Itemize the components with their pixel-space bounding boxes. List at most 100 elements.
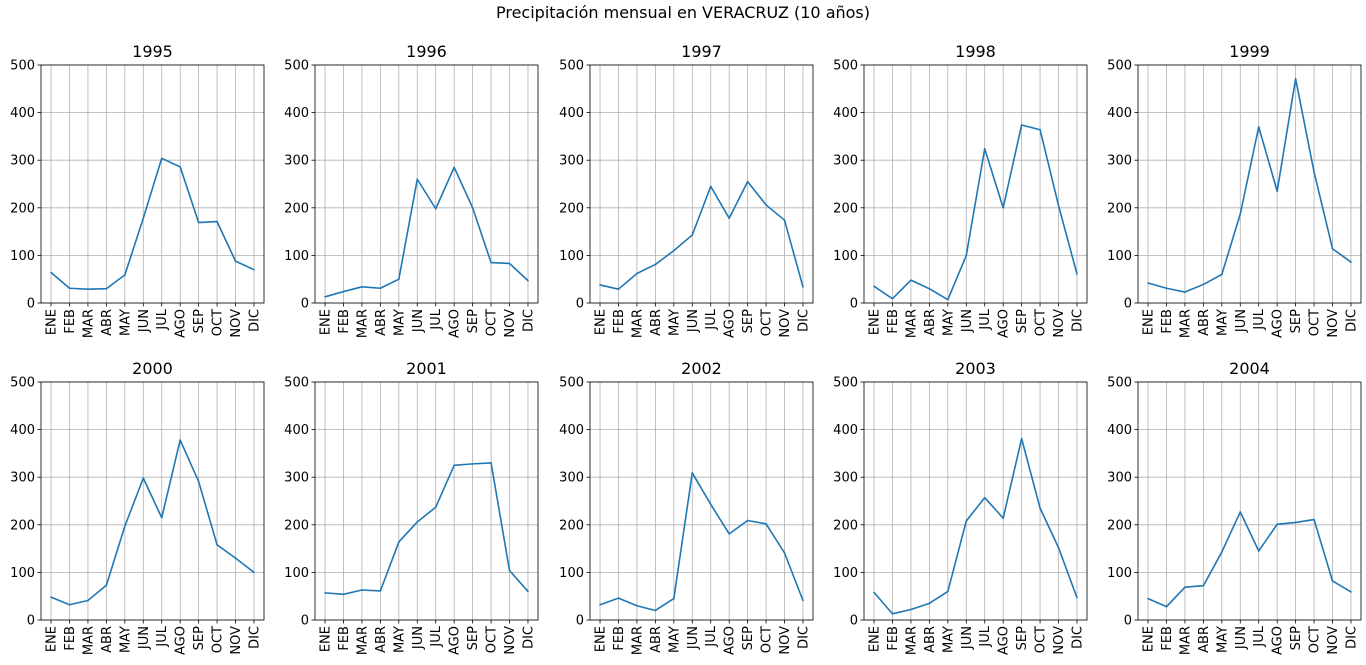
data-point — [379, 590, 382, 592]
x-tick-label: NOV — [778, 309, 793, 338]
x-tick-label: JUL — [978, 625, 993, 647]
y-tick-label: 200 — [284, 518, 309, 533]
x-tick-label: ENE — [868, 626, 883, 652]
x-tick-label: FEB — [337, 309, 352, 334]
x-tick-label: ENE — [45, 626, 60, 652]
x-tick-label: DIC — [796, 626, 811, 649]
y-tick-label: 400 — [1107, 106, 1132, 121]
x-tick-label: MAY — [667, 626, 682, 653]
data-point — [453, 464, 455, 467]
data-point — [1331, 247, 1334, 250]
y-tick-label: 100 — [833, 249, 858, 264]
data-point — [617, 288, 620, 290]
data-point — [68, 287, 71, 290]
y-tick-label: 500 — [10, 59, 35, 74]
y-tick-label: 0 — [1124, 297, 1132, 312]
data-point — [361, 589, 363, 591]
x-tick-label: FEB — [612, 626, 627, 651]
x-tick-label: FEB — [337, 626, 352, 651]
y-tick-label: 0 — [850, 614, 858, 629]
axes-frame — [589, 64, 814, 304]
y-tick-label: 400 — [10, 106, 35, 121]
x-tick-label: JUN — [1234, 626, 1249, 650]
y-tick-label: 300 — [10, 471, 35, 486]
x-tick-label: NOV — [778, 626, 793, 655]
y-tick-label: 100 — [559, 249, 584, 264]
data-point — [1020, 437, 1023, 440]
x-tick-label: MAY — [941, 309, 956, 336]
subplot-2001: 0 100 200 300 400 500 ENE FEB MAR ABR MAY JUN JUL AGO… — [284, 359, 539, 655]
data-point — [673, 249, 675, 252]
y-tick-label: 500 — [559, 376, 584, 391]
data-point — [68, 603, 71, 606]
x-tick-label: SEP — [1015, 626, 1030, 650]
data-point — [983, 147, 986, 150]
data-point — [361, 286, 363, 288]
y-tick-label: 300 — [284, 154, 309, 169]
data-point — [1239, 511, 1242, 513]
x-tick-label: DIC — [1344, 309, 1359, 332]
axes-frame — [314, 64, 539, 304]
y-tick-label: 400 — [833, 106, 858, 121]
y-tick-label: 100 — [833, 566, 858, 581]
data-point — [160, 516, 163, 519]
x-tick-label: MAR — [630, 309, 645, 338]
data-point — [1147, 597, 1149, 600]
x-tick-label: OCT — [485, 309, 500, 336]
x-tick-label: ENE — [319, 309, 334, 335]
subplot-title: 2002 — [681, 359, 722, 378]
series-line — [873, 124, 1078, 301]
data-point — [802, 286, 804, 288]
x-tick-label: NOV — [1326, 309, 1341, 338]
data-point — [1076, 273, 1078, 275]
y-tick-label: 200 — [10, 518, 35, 533]
x-tick-label: MAY — [1215, 309, 1230, 336]
x-tick-label: FEB — [63, 309, 78, 334]
x-tick-label: MAR — [355, 309, 370, 338]
x-tick-label: JUN — [960, 626, 975, 650]
x-tick-label: OCT — [1308, 626, 1323, 653]
x-tick-label: MAR — [904, 309, 919, 338]
series-line — [1147, 78, 1352, 293]
subplot-title: 1996 — [406, 42, 447, 61]
subplot-2002: 0 100 200 300 400 500 ENE FEB MAR ABR MAY JUN JUL AGO… — [559, 359, 814, 655]
data-point — [1184, 586, 1186, 588]
data-point — [471, 463, 474, 465]
data-point — [691, 472, 694, 474]
y-tick-label: 0 — [27, 297, 35, 312]
y-tick-label: 0 — [850, 297, 858, 312]
data-point — [1057, 546, 1060, 549]
data-point — [508, 569, 511, 572]
x-tick-label: OCT — [485, 626, 500, 653]
x-tick-label: SEP — [741, 626, 756, 650]
subplot-title: 1999 — [1229, 42, 1270, 61]
x-tick-label: JUL — [704, 625, 719, 647]
x-tick-label: AGO — [997, 626, 1012, 655]
x-tick-label: SEP — [192, 626, 207, 650]
data-point — [709, 185, 712, 188]
x-tick-label: DIC — [521, 626, 536, 649]
axes-frame — [863, 64, 1088, 304]
x-tick-label: ENE — [1142, 626, 1157, 652]
data-point — [1020, 124, 1023, 126]
data-point — [1202, 584, 1205, 587]
x-tick-label: MAY — [118, 626, 133, 653]
subplot-1999: 0 100 200 300 400 500 ENE FEB MAR ABR MAY JUN JUL AGO… — [1107, 42, 1362, 338]
data-point — [1057, 204, 1060, 207]
subplot-1996: 0 100 200 300 400 500 ENE FEB MAR ABR MAY JUN JUL AGO… — [284, 42, 539, 338]
y-tick-label: 200 — [559, 518, 584, 533]
x-tick-label: JUL — [704, 308, 719, 330]
data-point — [179, 439, 181, 441]
data-point — [1313, 518, 1315, 521]
x-tick-label: ABR — [374, 309, 389, 336]
x-tick-label: DIC — [247, 309, 262, 332]
subplot-2003: 0 100 200 300 400 500 ENE FEB MAR ABR MAY JUN JUL AGO… — [833, 359, 1088, 655]
y-tick-label: 300 — [10, 154, 35, 169]
x-tick-label: AGO — [174, 626, 189, 655]
y-tick-label: 300 — [284, 471, 309, 486]
axes-frame — [1137, 64, 1362, 304]
x-tick-label: NOV — [229, 626, 244, 655]
data-point — [527, 590, 529, 593]
x-tick-label: SEP — [1289, 309, 1304, 333]
x-tick-label: SEP — [466, 626, 481, 650]
